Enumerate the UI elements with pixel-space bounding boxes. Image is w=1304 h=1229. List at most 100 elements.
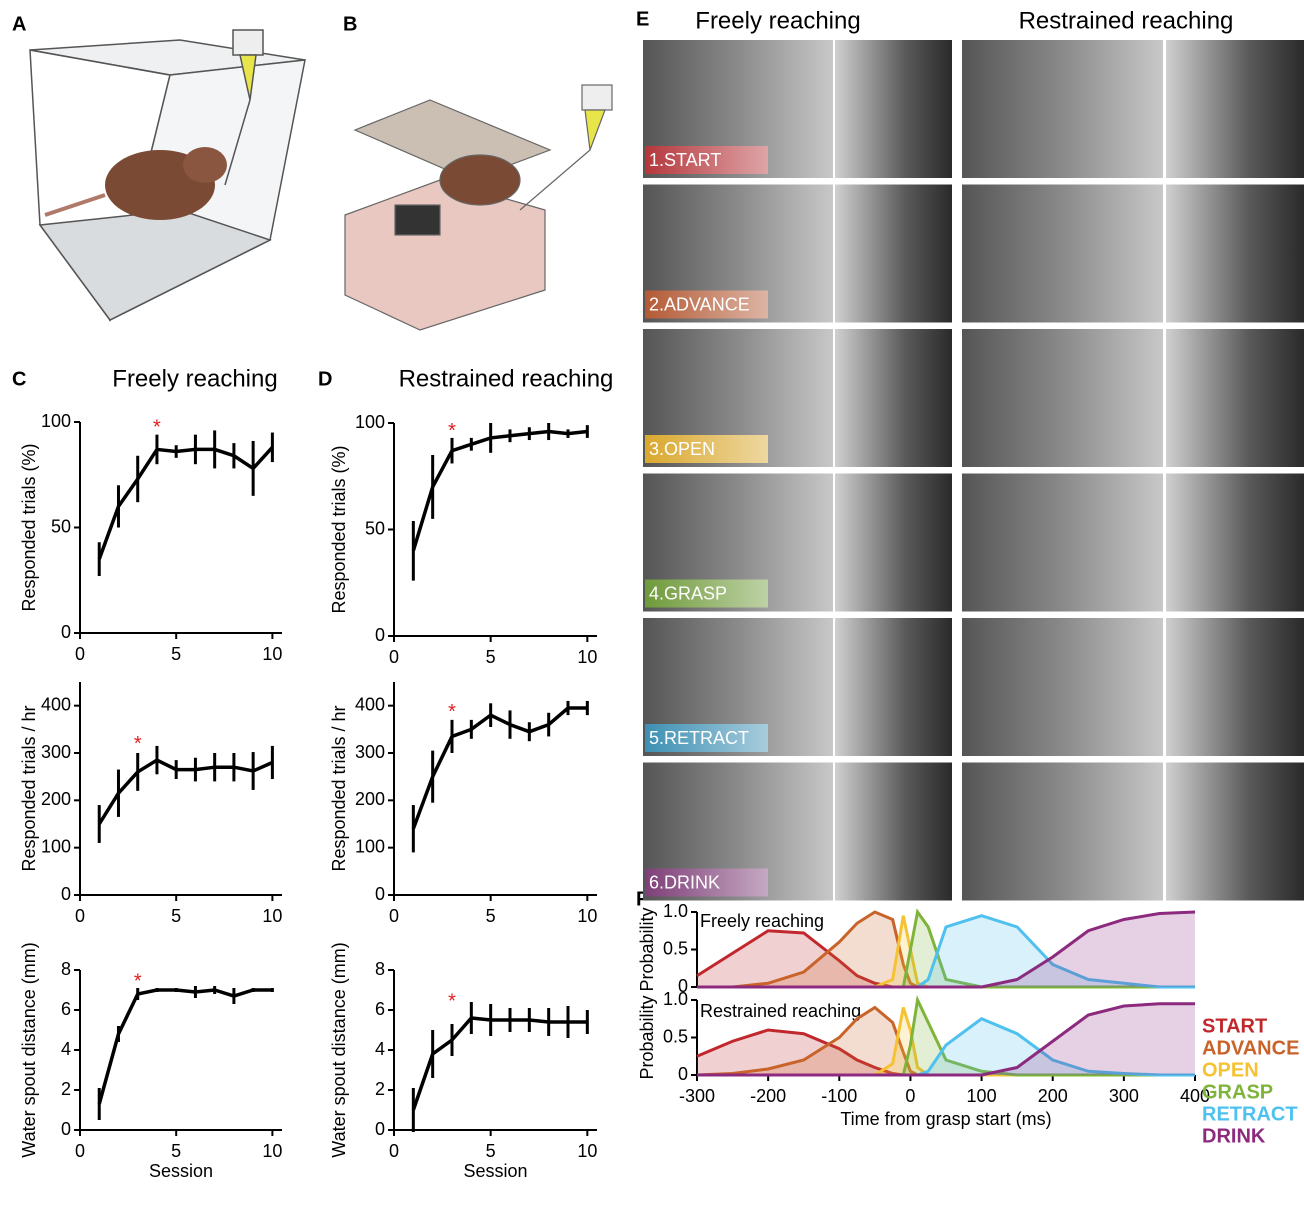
phase-label: 2.ADVANCE: [649, 294, 750, 314]
photo: [835, 40, 952, 178]
y-tick-label: 50: [365, 518, 385, 538]
y-tick-label: 400: [355, 694, 385, 714]
significance-marker: *: [153, 417, 161, 439]
y-tick-label: 2: [61, 1079, 71, 1099]
x-tick-label: 0: [389, 647, 399, 667]
y-axis-label: Responded trials (%): [329, 445, 349, 613]
x-tick-label: -300: [679, 1086, 715, 1106]
x-tick-label: 10: [262, 1141, 282, 1161]
photo: [962, 185, 1163, 323]
y-tick-label: 0: [375, 884, 385, 904]
y-tick-label: 6: [61, 999, 71, 1019]
panel-label: B: [343, 13, 357, 35]
y-axis-label: Water spout distance (mm): [19, 942, 39, 1157]
x-tick-label: 200: [1038, 1086, 1068, 1106]
y-tick-label: 1.0: [663, 901, 688, 921]
y-tick-label: 200: [41, 789, 71, 809]
x-tick-label: 10: [577, 1141, 597, 1161]
y-tick-label: 100: [355, 412, 385, 432]
legend-label: RETRACT: [1202, 1103, 1298, 1125]
phase-label: 6.DRINK: [649, 872, 720, 892]
y-axis-label: Responded trials (%): [19, 443, 39, 611]
y-axis-label: Probability: [637, 995, 657, 1079]
significance-marker: *: [448, 420, 456, 442]
x-tick-label: 5: [171, 906, 181, 926]
legend-label: GRASP: [1202, 1081, 1273, 1103]
legend-label: START: [1202, 1015, 1267, 1037]
x-tick-label: 0: [75, 906, 85, 926]
significance-marker: *: [448, 701, 456, 723]
photo: [1166, 763, 1304, 901]
x-tick-label: -100: [821, 1086, 857, 1106]
photo: [1166, 40, 1304, 178]
legend-label: DRINK: [1202, 1125, 1266, 1147]
y-tick-label: 0.5: [663, 1026, 688, 1046]
y-tick-label: 0: [375, 625, 385, 645]
x-tick-label: 0: [389, 1141, 399, 1161]
photo: [1166, 185, 1304, 323]
x-tick-label: 0: [75, 1141, 85, 1161]
panel-label: A: [12, 13, 26, 35]
chart-title: Restrained reaching: [399, 365, 614, 392]
x-axis-label: Session: [149, 1161, 213, 1181]
x-tick-label: -200: [750, 1086, 786, 1106]
y-tick-label: 300: [41, 742, 71, 762]
y-tick-label: 100: [355, 836, 385, 856]
photo: [835, 763, 952, 901]
significance-marker: *: [448, 990, 456, 1012]
photo: [962, 763, 1163, 901]
y-tick-label: 0.5: [663, 938, 688, 958]
photo: [962, 40, 1163, 178]
panel-label: D: [318, 368, 332, 390]
y-tick-label: 6: [375, 999, 385, 1019]
y-axis-label: Responded trials / hr: [329, 705, 349, 871]
column-title: Freely reaching: [695, 7, 860, 34]
x-tick-label: 300: [1109, 1086, 1139, 1106]
chart-title: Freely reaching: [700, 911, 824, 931]
x-tick-label: 5: [486, 647, 496, 667]
y-tick-label: 0: [61, 884, 71, 904]
photo: [1166, 329, 1304, 467]
y-tick-label: 100: [41, 411, 71, 431]
y-axis-label: Responded trials / hr: [19, 705, 39, 871]
y-axis-label: Water spout distance (mm): [329, 942, 349, 1157]
phase-label: 3.OPEN: [649, 439, 715, 459]
photo: [962, 618, 1163, 756]
x-tick-label: 100: [967, 1086, 997, 1106]
x-tick-label: 5: [171, 1141, 181, 1161]
x-tick-label: 10: [262, 906, 282, 926]
y-tick-label: 8: [61, 959, 71, 979]
panel-label: C: [12, 368, 26, 390]
panel-label: E: [636, 8, 649, 30]
mean-line: [99, 760, 272, 824]
legend-label: ADVANCE: [1202, 1037, 1299, 1059]
figure: ABCDEFFreely reachingRestrained reaching…: [0, 0, 1304, 1229]
mean-line: [99, 447, 272, 559]
significance-marker: *: [134, 733, 142, 755]
photo: [962, 474, 1163, 612]
y-tick-label: 1.0: [663, 989, 688, 1009]
x-axis-label: Session: [463, 1161, 527, 1181]
cage-illustration: [30, 30, 305, 320]
x-tick-label: 10: [262, 644, 282, 664]
legend-label: OPEN: [1202, 1059, 1259, 1081]
photo: [1166, 618, 1304, 756]
photo: [835, 329, 952, 467]
x-tick-label: 0: [905, 1086, 915, 1106]
x-tick-label: 0: [389, 906, 399, 926]
y-tick-label: 4: [375, 1039, 385, 1059]
y-tick-label: 0: [375, 1119, 385, 1139]
mean-line: [413, 432, 587, 551]
x-tick-label: 5: [486, 906, 496, 926]
y-tick-label: 4: [61, 1039, 71, 1059]
y-tick-label: 50: [51, 516, 71, 536]
y-tick-label: 300: [355, 742, 385, 762]
x-tick-label: 10: [577, 906, 597, 926]
chart-title: Restrained reaching: [700, 1001, 861, 1021]
phase-label: 1.START: [649, 150, 721, 170]
column-title: Restrained reaching: [1019, 7, 1234, 34]
restraint-illustration: [345, 85, 612, 330]
mean-line: [413, 708, 587, 829]
x-tick-label: 5: [171, 644, 181, 664]
y-tick-label: 8: [375, 959, 385, 979]
